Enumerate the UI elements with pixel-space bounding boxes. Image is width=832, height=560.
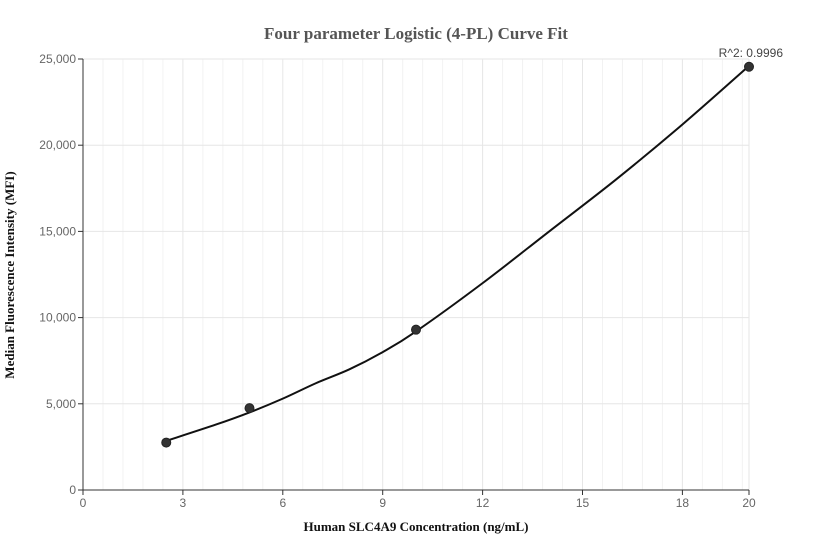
x-tick-label: 6 — [279, 496, 286, 510]
y-tick-label: 10,000 — [39, 311, 76, 325]
x-tick-label: 3 — [180, 496, 187, 510]
series: R^2: 0.9996 — [161, 46, 784, 448]
r-squared-annotation: R^2: 0.9996 — [719, 46, 784, 60]
data-point — [744, 61, 754, 72]
chart-title: Four parameter Logistic (4-PL) Curve Fit — [264, 24, 568, 43]
grid — [83, 58, 750, 490]
y-tick-label: 5,000 — [46, 397, 76, 411]
y-tick-label: 20,000 — [39, 138, 76, 152]
x-tick-label: 15 — [576, 496, 590, 510]
x-tick-label: 20 — [742, 496, 756, 510]
x-tick-label: 18 — [676, 496, 690, 510]
y-axis-label: Median Fluorescence Intensity (MFI) — [2, 171, 17, 378]
x-tick-label: 9 — [379, 496, 386, 510]
y-tick-label: 15,000 — [39, 224, 76, 238]
y-tick-label: 25,000 — [39, 52, 76, 66]
fit-curve — [165, 65, 750, 442]
data-point — [411, 324, 421, 335]
x-axis-label: Human SLC4A9 Concentration (ng/mL) — [304, 519, 529, 534]
y-tick-label: 0 — [69, 483, 76, 497]
data-point — [244, 403, 255, 414]
x-tick-label: 12 — [476, 496, 490, 510]
data-point — [161, 437, 172, 448]
axes: 0 3 6 9 12 15 18 20 0 5,000 10,000 15,000 20,000 25,0… — [39, 52, 756, 510]
x-tick-label: 0 — [80, 496, 87, 510]
